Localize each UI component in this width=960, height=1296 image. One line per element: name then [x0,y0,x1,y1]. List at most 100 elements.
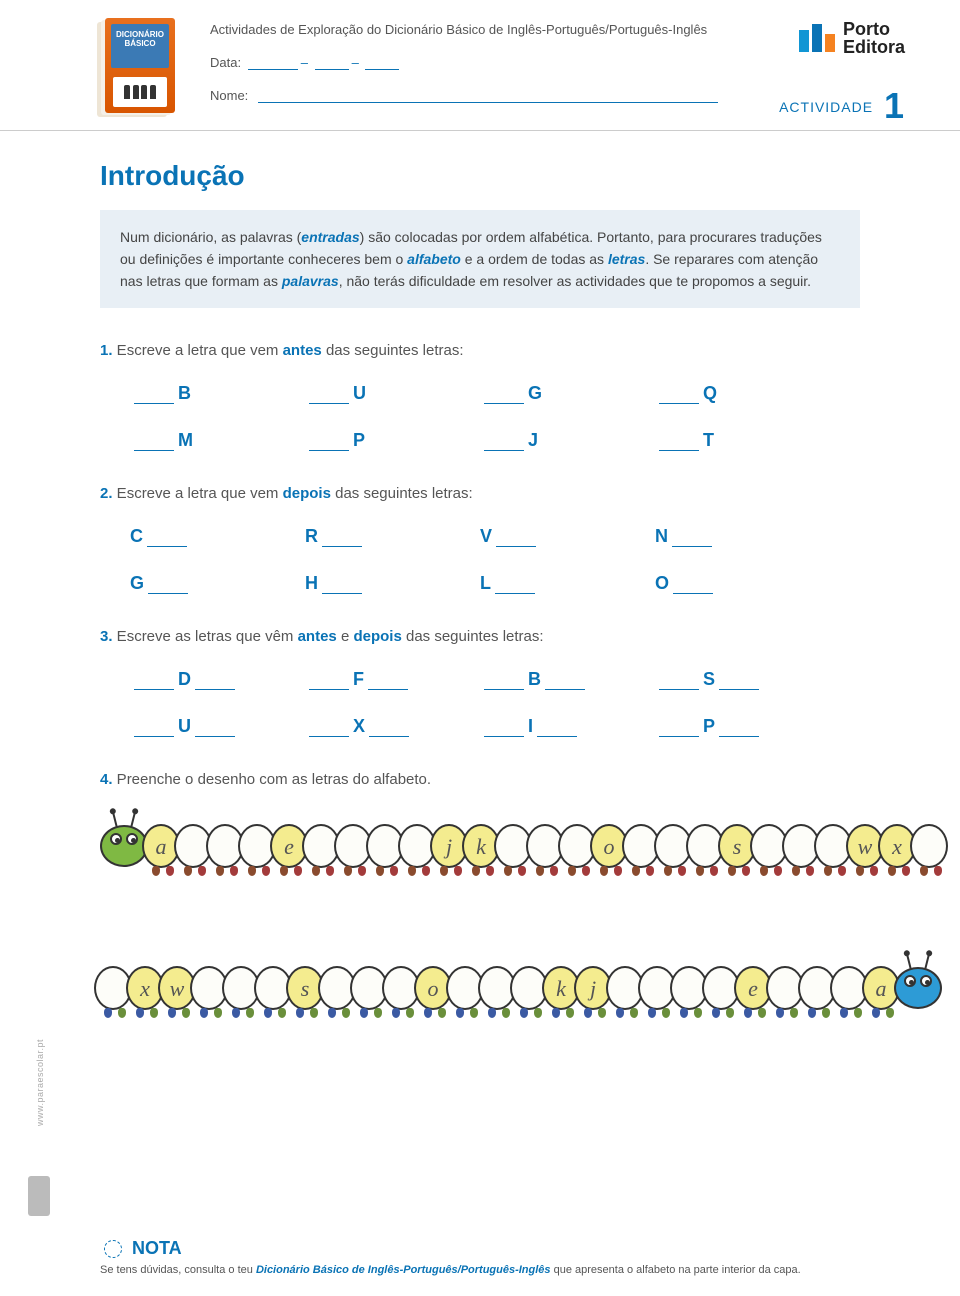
given-letter: P [353,430,365,451]
intro-box: Num dicionário, as palavras (entradas) s… [100,210,860,308]
logo-text: Porto Editora [843,20,905,56]
answer-blank[interactable] [322,533,362,547]
answer-blank[interactable] [484,676,524,690]
given-letter: D [178,669,191,690]
letter-cell: Q [655,383,830,404]
exercise-3-text: Escreve as letras que vêm [113,628,298,645]
note-bulb-icon [100,1236,124,1260]
note-bold: Dicionário Básico de Inglês-Português/Po… [256,1264,551,1276]
answer-blank[interactable] [195,676,235,690]
answer-blank[interactable] [484,437,524,451]
exercise-1-text: Escreve a letra que vem [113,342,283,359]
answer-blank[interactable] [719,723,759,737]
given-letter: C [130,526,143,547]
given-letter: H [305,573,318,594]
letter-cell: B [130,383,305,404]
answer-blank[interactable] [484,390,524,404]
answer-blank[interactable] [496,533,536,547]
answer-blank[interactable] [672,533,712,547]
letter-cell: X [305,716,480,737]
given-letter: F [353,669,364,690]
date-blank-1[interactable] [248,58,298,70]
note-title-row: NOTA [100,1236,910,1260]
answer-blank[interactable] [545,676,585,690]
exercise-1-text: das seguintes letras: [322,342,464,359]
given-letter: L [480,573,491,594]
given-letter: S [703,669,715,690]
logo-text-line2: Editora [843,38,905,56]
book-cover-title: DICIONÁRIO BÁSICO [111,24,169,68]
exercise-4-text: Preenche o desenho com as letras do alfa… [113,771,432,788]
book-cover-illustration [113,77,167,107]
note-text: Se tens dúvidas, consulta o teu Dicionár… [100,1264,910,1276]
exercise-3-em-antes: antes [298,628,337,645]
page-content: Introdução Num dicionário, as palavras (… [0,130,960,1058]
answer-blank[interactable] [719,676,759,690]
intro-text: , não terás dificuldade em resolver as a… [339,273,811,289]
activity-label: ACTIVIDADE 1 [779,85,905,127]
exercise-3-em-depois: depois [353,628,401,645]
given-letter: V [480,526,492,547]
letter-cell: O [655,573,830,594]
given-letter: X [353,716,365,737]
answer-blank[interactable] [134,437,174,451]
given-letter: R [305,526,318,547]
exercise-1-em: antes [283,342,322,359]
date-blank-3[interactable] [365,58,399,70]
given-letter: M [178,430,193,451]
exercise-3: 3. Escreve as letras que vêm antes e dep… [100,628,860,645]
given-letter: B [178,383,191,404]
name-label: Nome: [210,88,248,103]
given-letter: U [353,383,366,404]
answer-blank[interactable] [673,580,713,594]
answer-blank[interactable] [369,723,409,737]
activity-number: 1 [884,85,905,126]
answer-blank[interactable] [659,437,699,451]
answer-blank[interactable] [148,580,188,594]
given-letter: T [703,430,714,451]
letter-cell: I [480,716,655,737]
exercise-2-text: das seguintes letras: [331,485,473,502]
caterpillar-head-icon [894,967,942,1009]
letter-cell: N [655,526,830,547]
answer-blank[interactable] [134,676,174,690]
answer-blank[interactable] [309,723,349,737]
answer-blank[interactable] [309,437,349,451]
answer-blank[interactable] [659,390,699,404]
caterpillar-2-body: xwsokjea [100,966,900,1010]
letter-cell: U [130,716,305,737]
caterpillar-segment[interactable] [910,824,948,868]
given-letter: U [178,716,191,737]
answer-blank[interactable] [134,723,174,737]
answer-blank[interactable] [309,390,349,404]
exercise-2-number: 2. [100,485,113,502]
answer-blank[interactable] [147,533,187,547]
letter-cell: D [130,669,305,690]
letter-cell: P [655,716,830,737]
intro-hl-palavras: palavras [282,273,339,289]
given-letter: I [528,716,533,737]
caterpillar-head-icon [100,825,148,867]
answer-blank[interactable] [537,723,577,737]
exercise-3-number: 3. [100,628,113,645]
date-blank-2[interactable] [315,58,349,70]
caterpillar-1-body: aejkoswx [148,824,948,868]
name-blank[interactable] [258,91,718,103]
answer-blank[interactable] [495,580,535,594]
intro-hl-entradas: entradas [301,229,359,245]
answer-blank[interactable] [195,723,235,737]
answer-blank[interactable] [134,390,174,404]
letter-cell: F [305,669,480,690]
header-divider [0,130,960,131]
answer-blank[interactable] [484,723,524,737]
answer-blank[interactable] [368,676,408,690]
answer-blank[interactable] [309,676,349,690]
answer-blank[interactable] [659,723,699,737]
answer-blank[interactable] [322,580,362,594]
intro-text: e a ordem de todas as [461,251,608,267]
answer-blank[interactable] [659,676,699,690]
given-letter: B [528,669,541,690]
letter-cell: V [480,526,655,547]
side-url: www.paraescolar.pt [35,1039,45,1126]
exercise-1: 1. Escreve a letra que vem antes das seg… [100,342,860,359]
